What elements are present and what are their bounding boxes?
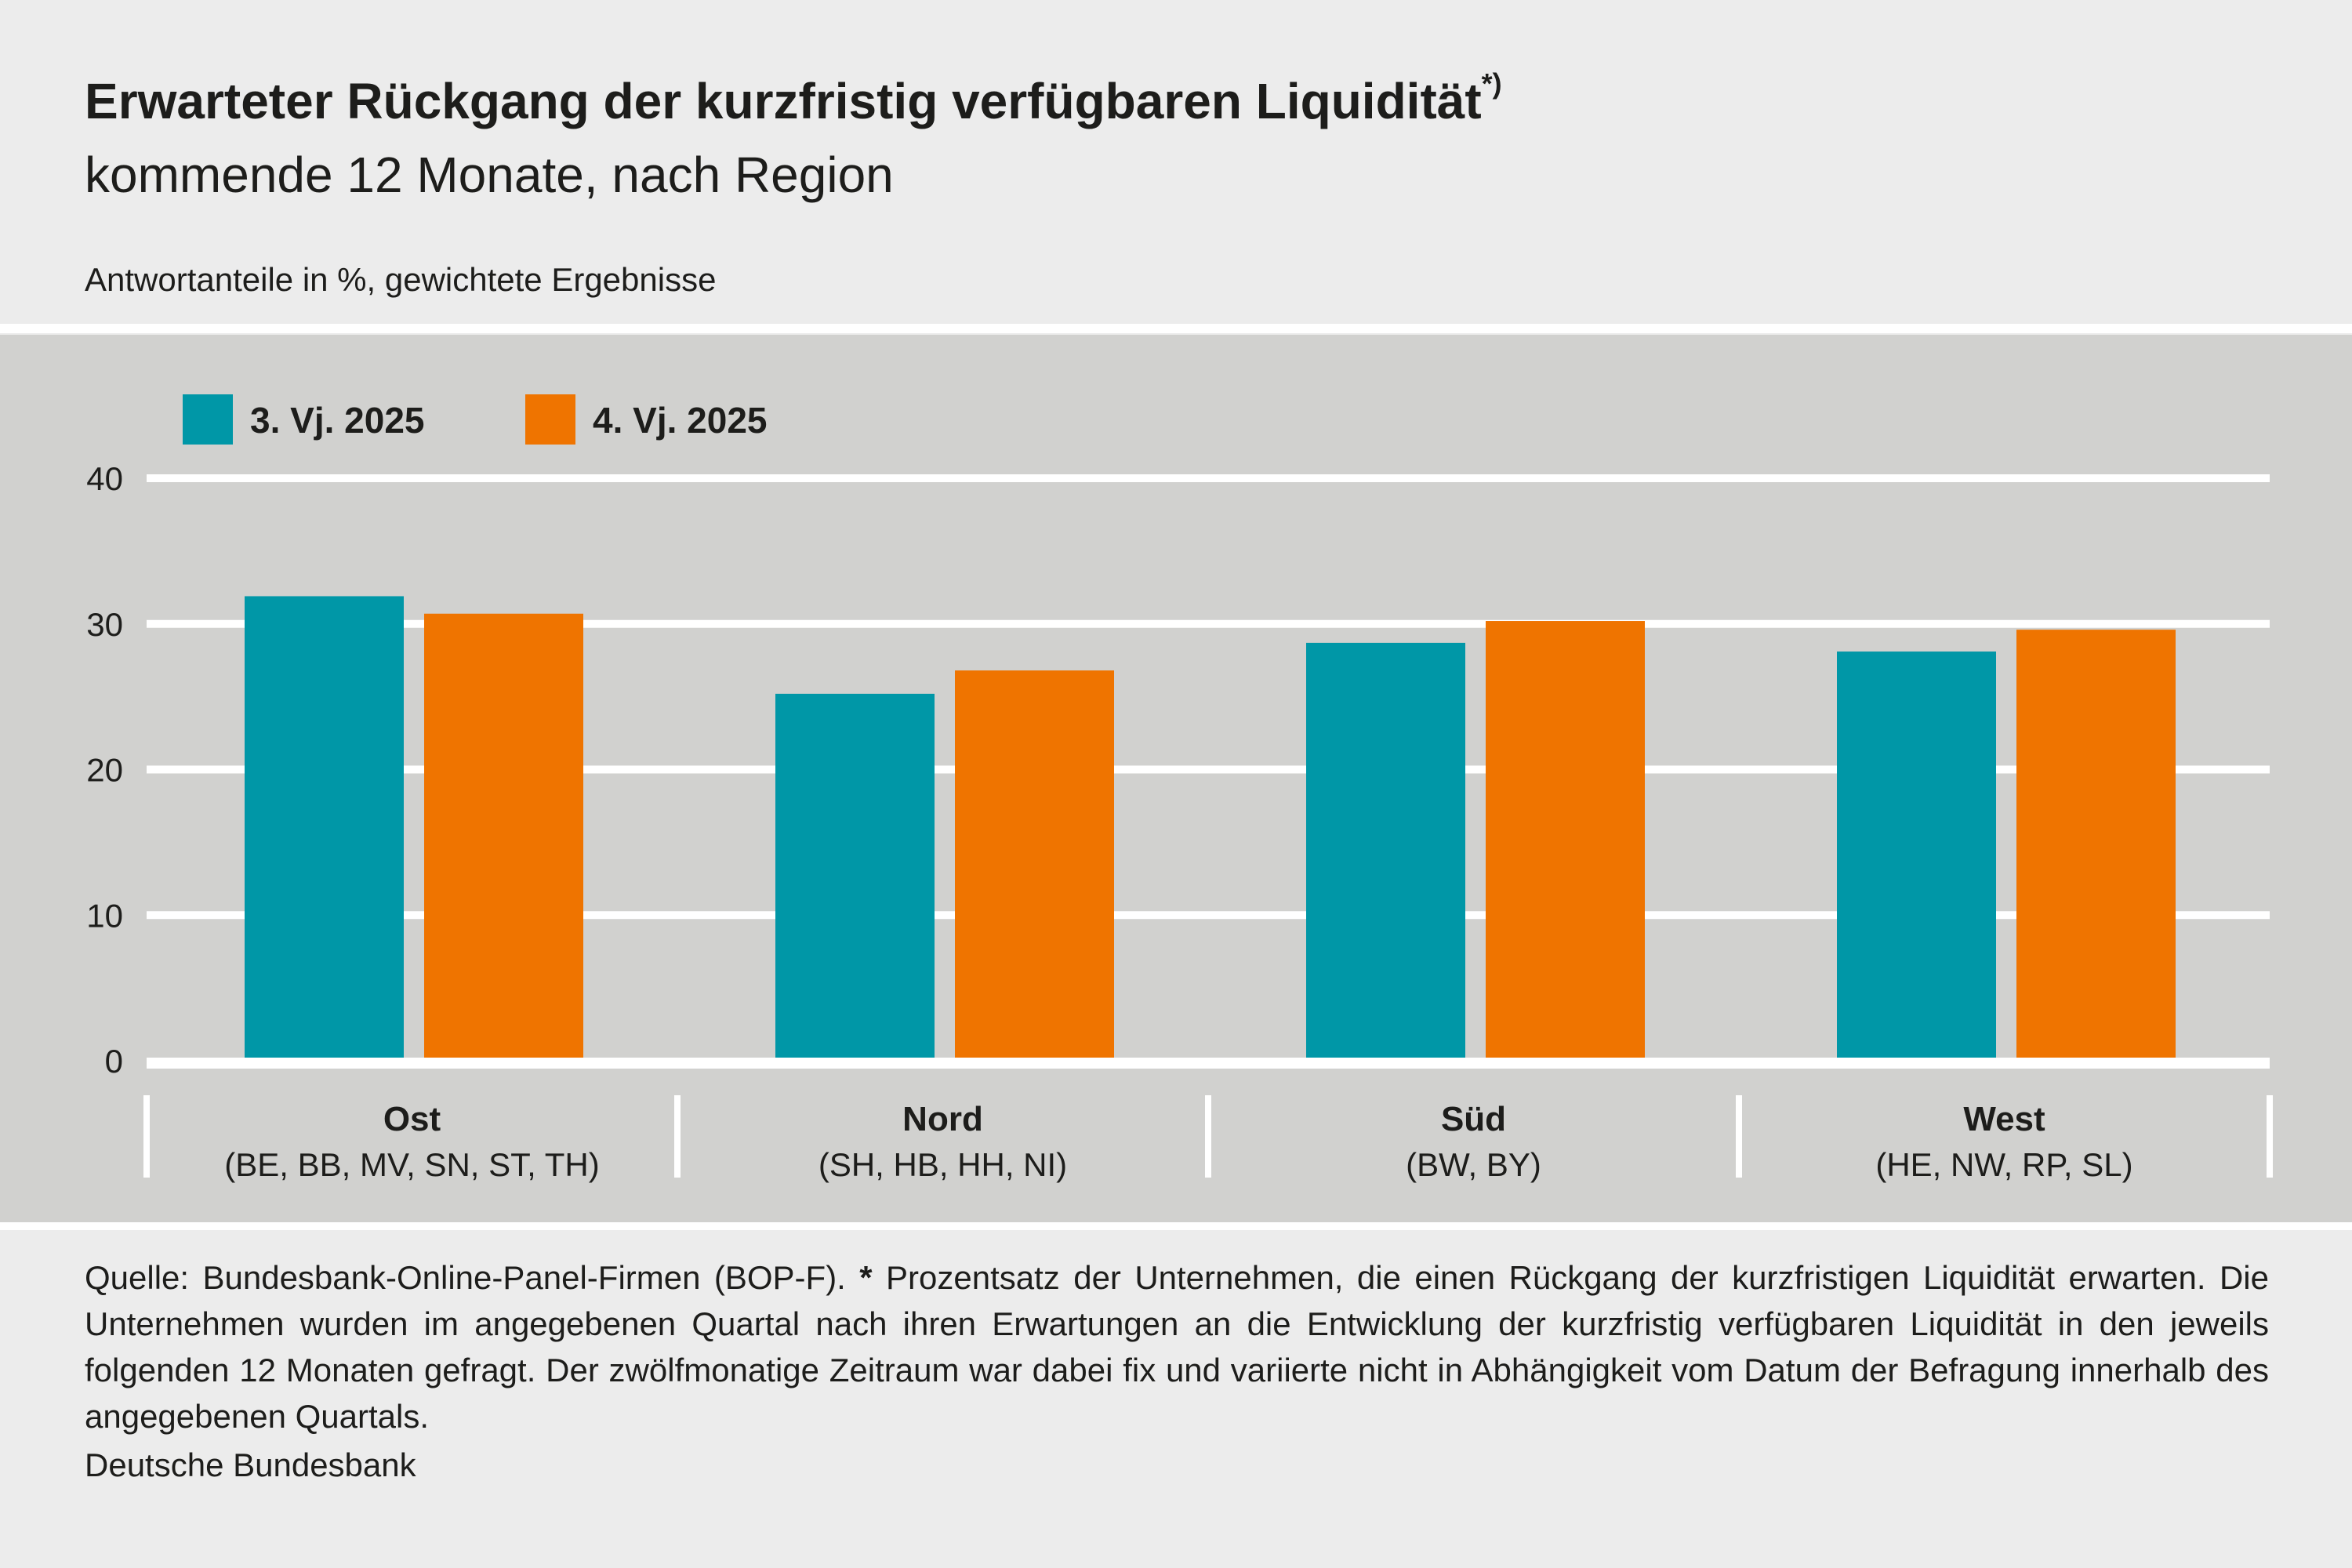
bar-west-series-2 [2016,630,2176,1061]
category-separator [143,1095,150,1178]
category-separator [674,1095,681,1178]
chart-title: Erwarteter Rückgang der kurzfristig verf… [85,67,1502,130]
bar-ost-series-2 [424,613,583,1061]
footnote: Quelle: Bundesbank-Online-Panel-Firmen (… [85,1254,2269,1439]
x-axis-line [147,1058,2270,1069]
category-separator [2267,1095,2273,1178]
legend-swatch [183,394,233,445]
legend-swatch [525,394,575,445]
category-label: Ost [383,1100,441,1138]
category-separator [1205,1095,1211,1178]
gridline [147,911,2270,920]
category-separator [1736,1095,1742,1178]
bar-west-series-1 [1837,652,1996,1061]
legend-label: 4. Vj. 2025 [593,400,768,441]
y-tick-label: 10 [86,897,123,934]
bar-nord-series-2 [955,670,1114,1061]
title-text: Erwarteter Rückgang der kurzfristig verf… [85,73,1482,129]
category-label: Nord [902,1100,983,1138]
y-tick-label: 30 [86,606,123,643]
bar-süd-series-2 [1486,621,1645,1061]
source-label: Deutsche Bundesbank [85,1446,416,1483]
y-tick-label: 40 [86,460,123,497]
y-tick-label: 0 [105,1043,123,1080]
bar-ost-series-1 [245,596,404,1061]
gridline [147,474,2270,482]
bar-süd-series-1 [1306,642,1465,1061]
gridline [147,619,2270,628]
category-label: Süd [1441,1100,1506,1138]
category-sublabel: (SH, HB, HH, NI) [818,1146,1067,1183]
gridline [147,765,2270,774]
unit-label: Antwortanteile in %, gewichtete Ergebnis… [85,261,717,298]
category-sublabel: (BW, BY) [1406,1146,1541,1183]
legend-label: 3. Vj. 2025 [250,400,425,441]
category-sublabel: (HE, NW, RP, SL) [1875,1146,2132,1183]
title-footnote-mark: *) [1481,67,1502,100]
footnote-star: * [859,1259,873,1296]
separator-bottom [0,1222,2352,1230]
footnote-text: Prozentsatz der Unternehmen, die einen R… [85,1259,2269,1435]
category-label: West [1963,1100,2045,1138]
y-tick-label: 20 [86,752,123,789]
footnote-source: Quelle: Bundesbank-Online-Panel-Firmen (… [85,1259,860,1296]
category-sublabel: (BE, BB, MV, SN, ST, TH) [224,1146,599,1183]
separator-top [0,324,2352,333]
bar-nord-series-1 [775,693,935,1061]
chart-subtitle: kommende 12 Monate, nach Region [85,147,894,203]
